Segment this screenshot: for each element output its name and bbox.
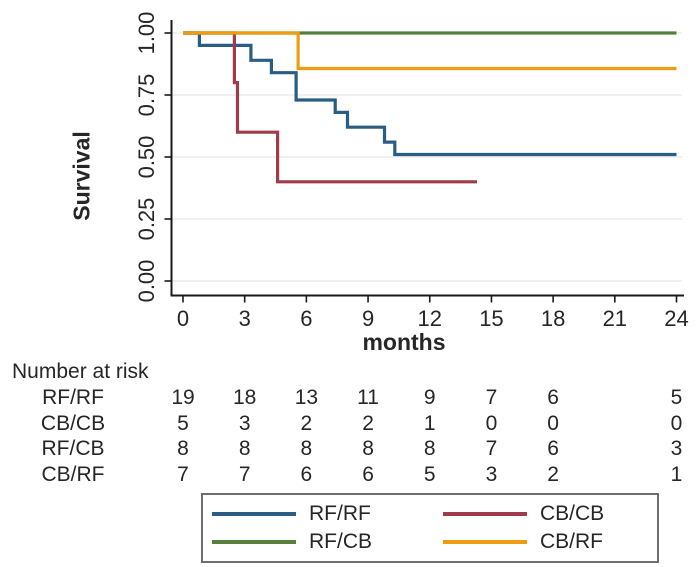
curve-CB-CB bbox=[183, 31, 477, 184]
y-tick-label-0.25: 0.25 bbox=[134, 197, 159, 241]
legend-line-rf-cb bbox=[212, 540, 296, 544]
risk-row-label-RF-CB: RF/CB bbox=[41, 437, 105, 460]
legend-label-rf-rf: RF/RF bbox=[309, 502, 371, 525]
risk-count-CB-CB-m15: 0 bbox=[485, 411, 498, 435]
risk-count-RF-CB-m12: 8 bbox=[423, 437, 436, 460]
x-tick-label-3: 3 bbox=[238, 306, 251, 331]
risk-row-label-CB-CB: CB/CB bbox=[40, 411, 106, 435]
risk-count-CB-RF-m24: 1 bbox=[670, 462, 683, 486]
x-tick-label-6: 6 bbox=[300, 306, 313, 331]
risk-count-CB-RF-m6: 6 bbox=[300, 462, 313, 486]
risk-count-CB-RF-m12: 5 bbox=[423, 462, 436, 486]
risk-count-CB-RF-m0: 7 bbox=[177, 462, 189, 486]
legend-item-cb-rf: CB/RF bbox=[434, 530, 657, 554]
y-tick-label-1.00: 1.00 bbox=[134, 11, 159, 55]
risk-row-label-RF-RF: RF/RF bbox=[42, 386, 104, 409]
risk-count-CB-CB-m6: 2 bbox=[300, 411, 313, 435]
risk-count-RF-CB-m24: 3 bbox=[670, 437, 683, 460]
risk-count-RF-RF-m9: 11 bbox=[357, 386, 379, 409]
curve-RF-RF bbox=[183, 31, 677, 157]
risk-count-CB-CB-m3: 3 bbox=[238, 411, 251, 435]
legend-item-cb-cb: CB/CB bbox=[434, 502, 657, 526]
x-tick-label-18: 18 bbox=[540, 306, 566, 331]
y-tick-label-0.75: 0.75 bbox=[134, 73, 159, 117]
legend-line-cb-cb bbox=[443, 512, 527, 516]
risk-count-RF-CB-m6: 8 bbox=[300, 437, 313, 460]
legend-label-rf-cb: RF/CB bbox=[309, 530, 372, 553]
risk-count-CB-CB-m24: 0 bbox=[670, 411, 683, 435]
legend-line-cb-rf bbox=[443, 540, 527, 544]
risk-count-CB-CB-m18: 0 bbox=[547, 411, 559, 435]
risk-count-CB-CB-m12: 1 bbox=[423, 411, 436, 435]
risk-count-CB-CB-m0: 5 bbox=[177, 411, 189, 435]
x-tick-label-12: 12 bbox=[417, 306, 442, 331]
legend-item-rf-cb: RF/CB bbox=[203, 530, 434, 554]
curve-CB-RF bbox=[183, 31, 677, 71]
risk-count-RF-CB-m0: 8 bbox=[177, 437, 189, 460]
risk-count-RF-RF-m24: 5 bbox=[670, 386, 683, 409]
risk-row-label-CB-RF: CB/RF bbox=[41, 462, 105, 486]
legend-box: RF/RF CB/CB RF/CB CB/RF bbox=[201, 493, 659, 563]
risk-count-CB-CB-m9: 2 bbox=[362, 411, 374, 435]
risk-count-RF-CB-m3: 8 bbox=[238, 437, 251, 460]
x-tick-label-9: 9 bbox=[361, 306, 375, 331]
x-tick-label-24: 24 bbox=[664, 306, 689, 331]
risk-count-RF-RF-m0: 19 bbox=[171, 386, 195, 409]
risk-count-CB-RF-m9: 6 bbox=[362, 462, 374, 486]
risk-count-RF-CB-m15: 7 bbox=[485, 437, 498, 460]
risk-count-RF-RF-m18: 6 bbox=[547, 386, 559, 409]
risk-count-CB-RF-m3: 7 bbox=[238, 462, 251, 486]
risk-count-RF-RF-m3: 18 bbox=[233, 386, 257, 409]
x-tick-label-0: 0 bbox=[176, 306, 190, 331]
risk-count-RF-RF-m15: 7 bbox=[485, 386, 498, 409]
y-tick-label-0.00: 0.00 bbox=[134, 259, 159, 303]
legend-line-rf-rf bbox=[212, 512, 296, 516]
survival-plot-canvas bbox=[164, 20, 684, 303]
number-at-risk-header: Number at risk bbox=[12, 360, 149, 383]
x-tick-label-15: 15 bbox=[479, 306, 504, 331]
risk-count-RF-CB-m9: 8 bbox=[362, 437, 374, 460]
legend-label-cb-cb: CB/CB bbox=[540, 502, 605, 525]
legend-label-cb-rf: CB/RF bbox=[540, 530, 603, 553]
x-tick-label-21: 21 bbox=[602, 306, 628, 331]
legend-item-rf-rf: RF/RF bbox=[203, 502, 434, 526]
y-tick-label-0.50: 0.50 bbox=[134, 135, 159, 179]
risk-count-RF-RF-m6: 13 bbox=[294, 386, 319, 409]
risk-count-CB-RF-m18: 2 bbox=[547, 462, 559, 486]
risk-count-RF-CB-m18: 6 bbox=[547, 437, 559, 460]
risk-count-CB-RF-m15: 3 bbox=[485, 462, 498, 486]
x-axis-title: months bbox=[362, 329, 446, 355]
risk-count-RF-RF-m12: 9 bbox=[423, 386, 436, 409]
y-axis-title: Survival bbox=[68, 131, 95, 221]
